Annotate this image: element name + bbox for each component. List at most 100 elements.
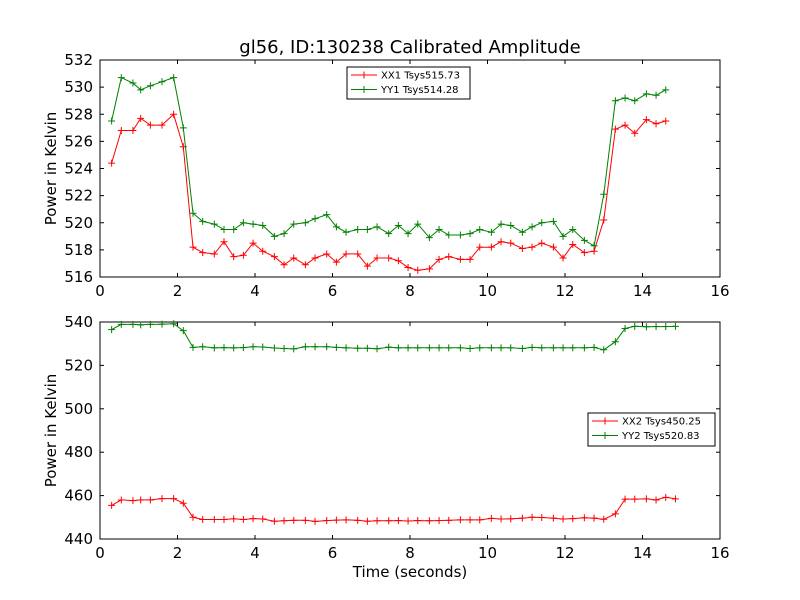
data-point-yy2: [414, 344, 422, 352]
data-point-yy1: [311, 215, 319, 223]
data-point-xx1: [170, 110, 178, 118]
x-tick-label: 0: [95, 282, 105, 300]
data-point-xx2: [249, 515, 257, 523]
data-point-xx2: [642, 495, 650, 503]
data-point-xx1: [210, 250, 218, 258]
data-point-yy1: [590, 242, 598, 250]
data-point-yy1: [290, 220, 298, 228]
data-point-yy2: [117, 320, 125, 328]
series-yy2: [108, 320, 679, 354]
data-point-yy2: [497, 344, 505, 352]
data-point-xx1: [507, 239, 515, 247]
data-point-yy2: [507, 344, 515, 352]
data-point-xx1: [538, 239, 546, 247]
data-point-yy1: [158, 78, 166, 86]
x-tick-label: 4: [250, 282, 260, 300]
y-tick-label: 460: [64, 487, 93, 505]
data-point-yy2: [363, 344, 371, 352]
data-point-xx2: [611, 510, 619, 518]
data-point-xx2: [323, 517, 331, 525]
data-point-xx2: [559, 515, 567, 523]
data-point-yy1: [414, 220, 422, 228]
data-point-yy2: [445, 344, 453, 352]
data-point-yy1: [487, 228, 495, 236]
legend-entry-yy1: YY1 Tsys514.28: [351, 85, 459, 96]
data-point-yy1: [652, 91, 660, 99]
data-point-yy2: [220, 344, 228, 352]
data-point-xx2: [538, 514, 546, 522]
data-point-yy1: [559, 232, 567, 240]
data-point-xx2: [476, 516, 484, 524]
data-point-yy2: [590, 343, 598, 351]
data-point-xx1: [414, 266, 422, 274]
data-point-xx1: [137, 114, 145, 122]
data-point-xx2: [549, 514, 557, 522]
data-point-xx2: [290, 516, 298, 524]
data-point-yy1: [611, 97, 619, 105]
data-point-yy2: [404, 344, 412, 352]
data-point-xx2: [507, 515, 515, 523]
data-point-yy1: [507, 221, 515, 229]
data-point-yy2: [662, 323, 670, 331]
data-point-xx2: [569, 515, 577, 523]
data-point-xx2: [129, 497, 137, 505]
data-point-yy1: [323, 211, 331, 219]
data-point-yy2: [435, 344, 443, 352]
data-point-xx2: [230, 515, 238, 523]
data-point-xx1: [239, 251, 247, 259]
data-point-xx2: [311, 517, 319, 525]
data-point-yy2: [456, 344, 464, 352]
data-point-yy2: [394, 344, 402, 352]
data-point-yy1: [117, 74, 125, 82]
x-tick-label: 12: [555, 282, 574, 300]
data-point-yy2: [280, 344, 288, 352]
data-point-yy1: [642, 90, 650, 98]
data-point-yy1: [435, 226, 443, 234]
data-point-xx1: [662, 117, 670, 125]
x-tick-label: 2: [173, 282, 183, 300]
data-point-yy1: [569, 226, 577, 234]
data-point-xx1: [280, 261, 288, 269]
data-point-xx2: [466, 516, 474, 524]
data-point-xx1: [354, 250, 362, 258]
data-point-xx1: [385, 254, 393, 262]
legend-label: YY1 Tsys514.28: [380, 85, 459, 96]
data-point-xx1: [363, 262, 371, 270]
data-point-yy2: [270, 344, 278, 352]
data-point-yy2: [311, 343, 319, 351]
data-point-xx2: [363, 517, 371, 525]
data-point-yy2: [230, 344, 238, 352]
data-point-xx1: [301, 261, 309, 269]
data-point-yy1: [210, 220, 218, 228]
upper-amplitude-panel: 0 2 4 6 8 10 12 14 16 516 518 520 522 524 526 528 530 532…: [42, 51, 730, 300]
data-point-yy1: [621, 94, 629, 102]
data-point-xx2: [621, 495, 629, 503]
data-point-xx2: [158, 495, 166, 503]
y-tick-label: 516: [64, 268, 93, 286]
data-point-xx2: [445, 516, 453, 524]
series-xx2: [108, 493, 679, 525]
data-point-xx2: [259, 515, 267, 523]
data-point-xx1: [342, 250, 350, 258]
data-point-yy1: [363, 226, 371, 234]
data-point-yy2: [342, 344, 350, 352]
data-point-yy2: [600, 346, 608, 354]
data-point-xx1: [259, 247, 267, 255]
data-point-xx1: [249, 239, 257, 247]
data-point-xx2: [179, 499, 187, 507]
data-point-yy1: [179, 124, 187, 132]
data-point-xx1: [580, 249, 588, 257]
y-tick-label: 522: [64, 187, 93, 205]
data-point-yy1: [497, 220, 505, 228]
data-point-xx2: [487, 514, 495, 522]
data-point-xx2: [580, 514, 588, 522]
data-point-xx2: [652, 496, 660, 504]
data-point-xx2: [518, 514, 526, 522]
data-point-yy1: [259, 221, 267, 229]
data-point-yy2: [528, 343, 536, 351]
data-point-xx2: [590, 514, 598, 522]
data-point-yy1: [425, 234, 433, 242]
legend-entry-yy2: YY2 Tsys520.83: [592, 431, 700, 442]
x-tick-label: 6: [328, 282, 338, 300]
